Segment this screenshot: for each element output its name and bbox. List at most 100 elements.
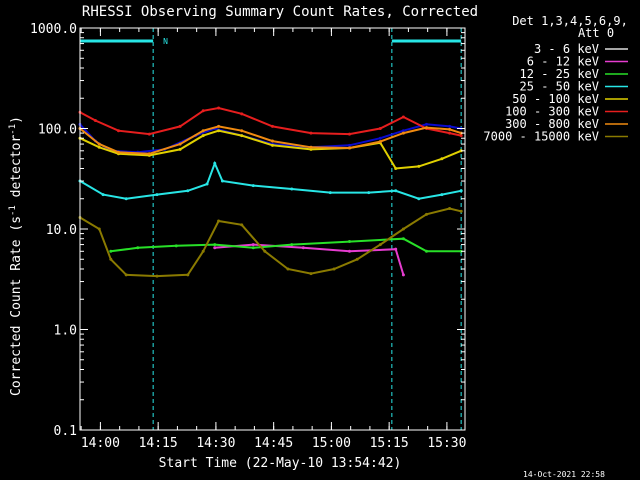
data-point-5-2 xyxy=(117,129,120,133)
data-point-3-10 xyxy=(328,191,332,195)
x-tick-label-1: 14:15 xyxy=(139,436,178,451)
data-point-5-11 xyxy=(378,127,382,130)
data-point-7-14 xyxy=(378,243,382,247)
data-point-6-6 xyxy=(217,124,221,128)
data-point-2-3 xyxy=(213,243,217,247)
y-tick-label-0: 1000.0 xyxy=(30,22,77,37)
y-axis-label-text: Corrected Count Rate (s-1 detector-1) xyxy=(8,116,24,396)
data-point-1-5 xyxy=(401,273,405,277)
data-point-6-5 xyxy=(201,129,205,133)
data-point-5-5 xyxy=(201,109,205,113)
series-line-1 xyxy=(214,243,405,276)
data-point-7-8 xyxy=(240,223,244,227)
data-point-0-13 xyxy=(425,122,428,126)
data-point-2-1 xyxy=(136,246,140,250)
data-point-5-4 xyxy=(178,124,182,128)
data-point-7-2 xyxy=(109,257,113,261)
data-point-0-11 xyxy=(378,136,382,140)
data-point-6-7 xyxy=(240,129,244,133)
chart-title: RHESSI Observing Summary Count Rates, Co… xyxy=(82,4,478,20)
data-point-2-5 xyxy=(290,243,294,247)
data-point-5-6 xyxy=(217,106,221,110)
data-point-3-3 xyxy=(155,193,159,197)
data-point-3-8 xyxy=(251,184,255,188)
y-tick-label-4: 0.1 xyxy=(54,424,77,439)
data-point-7-18 xyxy=(459,209,463,213)
y-axis-label: Corrected Count Rate (s-1 detector-1) xyxy=(8,116,24,396)
data-point-6-8 xyxy=(271,139,274,143)
data-point-5-15 xyxy=(459,134,463,138)
x-tick-label-4: 15:00 xyxy=(312,436,351,451)
data-point-5-12 xyxy=(401,115,405,119)
data-point-6-10 xyxy=(348,146,351,150)
data-point-3-11 xyxy=(367,191,371,195)
data-point-0-10 xyxy=(348,143,351,147)
x-tick-label-0: 14:00 xyxy=(81,436,120,451)
y-axis-label-superscript-2: -1 xyxy=(8,124,18,135)
data-point-4-9 xyxy=(309,147,313,151)
data-point-6-14 xyxy=(448,127,452,131)
data-point-2-2 xyxy=(174,244,178,248)
data-point-6-2 xyxy=(117,150,120,154)
x-tick-label-3: 14:45 xyxy=(254,436,293,451)
data-point-2-0 xyxy=(109,249,113,253)
legend-label-5: 100 - 300 keV xyxy=(505,105,599,119)
data-point-4-4 xyxy=(178,147,182,151)
data-point-3-4 xyxy=(186,189,190,193)
data-point-5-7 xyxy=(240,112,244,116)
data-point-7-13 xyxy=(355,257,359,261)
x-tick-label-6: 15:30 xyxy=(427,436,466,451)
data-point-1-1 xyxy=(251,243,255,247)
data-point-2-7 xyxy=(401,237,405,241)
data-point-7-4 xyxy=(155,274,159,278)
data-point-6-3 xyxy=(147,152,151,156)
series-line-2 xyxy=(110,237,462,253)
y-tick-label-2: 10.0 xyxy=(46,223,77,238)
series-layer xyxy=(78,106,463,278)
data-point-5-8 xyxy=(271,124,274,128)
data-point-4-14 xyxy=(440,157,444,161)
series-line-4 xyxy=(79,129,462,170)
data-point-3-5 xyxy=(205,182,209,186)
legend-label-7: 7000 - 15000 keV xyxy=(483,130,599,144)
data-point-3-2 xyxy=(124,197,128,201)
data-point-2-8 xyxy=(425,249,428,253)
data-point-7-3 xyxy=(124,273,128,277)
data-point-3-6 xyxy=(213,161,217,165)
data-point-7-7 xyxy=(217,219,221,223)
data-point-3-15 xyxy=(459,189,463,193)
y-axis-label-part-1: Corrected Count Rate (s xyxy=(9,216,24,396)
legend-label-1: 6 - 12 keV xyxy=(527,55,599,69)
legend-label-2: 12 - 25 keV xyxy=(520,67,599,81)
data-point-1-4 xyxy=(394,247,398,251)
data-point-4-1 xyxy=(97,145,101,149)
data-point-5-10 xyxy=(348,132,351,136)
data-point-5-1 xyxy=(93,119,97,123)
data-point-3-7 xyxy=(220,179,224,183)
y-axis-label-part-2: detector xyxy=(9,135,24,206)
data-point-4-12 xyxy=(394,166,398,170)
y-axis-label-part-3: ) xyxy=(9,116,24,124)
legend-header-2: Att 0 xyxy=(578,26,614,40)
data-point-3-14 xyxy=(440,193,444,197)
x-tick-label-2: 14:30 xyxy=(196,436,235,451)
night-markers: N xyxy=(80,28,462,430)
data-point-7-17 xyxy=(448,206,452,210)
x-axis-label: Start Time (22-May-10 13:54:42) xyxy=(159,456,402,471)
legend-header-1: Det 1,3,4,5,6,9, xyxy=(512,14,628,28)
y-axis-label-superscript-1: -1 xyxy=(8,205,18,216)
data-point-7-5 xyxy=(186,273,190,277)
data-point-6-9 xyxy=(309,145,313,149)
data-point-4-8 xyxy=(271,143,274,147)
data-point-3-13 xyxy=(417,197,421,201)
data-point-4-6 xyxy=(217,129,221,133)
data-point-4-13 xyxy=(417,164,421,168)
axes: 1000.0 100.0 10.0 1.0 0.1 14:00 14:15 14:30 14:4… xyxy=(30,22,466,451)
data-point-1-2 xyxy=(301,246,305,250)
data-point-7-15 xyxy=(401,227,405,231)
data-point-1-0 xyxy=(213,246,217,250)
data-point-0-14 xyxy=(448,124,452,128)
data-point-3-9 xyxy=(290,187,294,191)
